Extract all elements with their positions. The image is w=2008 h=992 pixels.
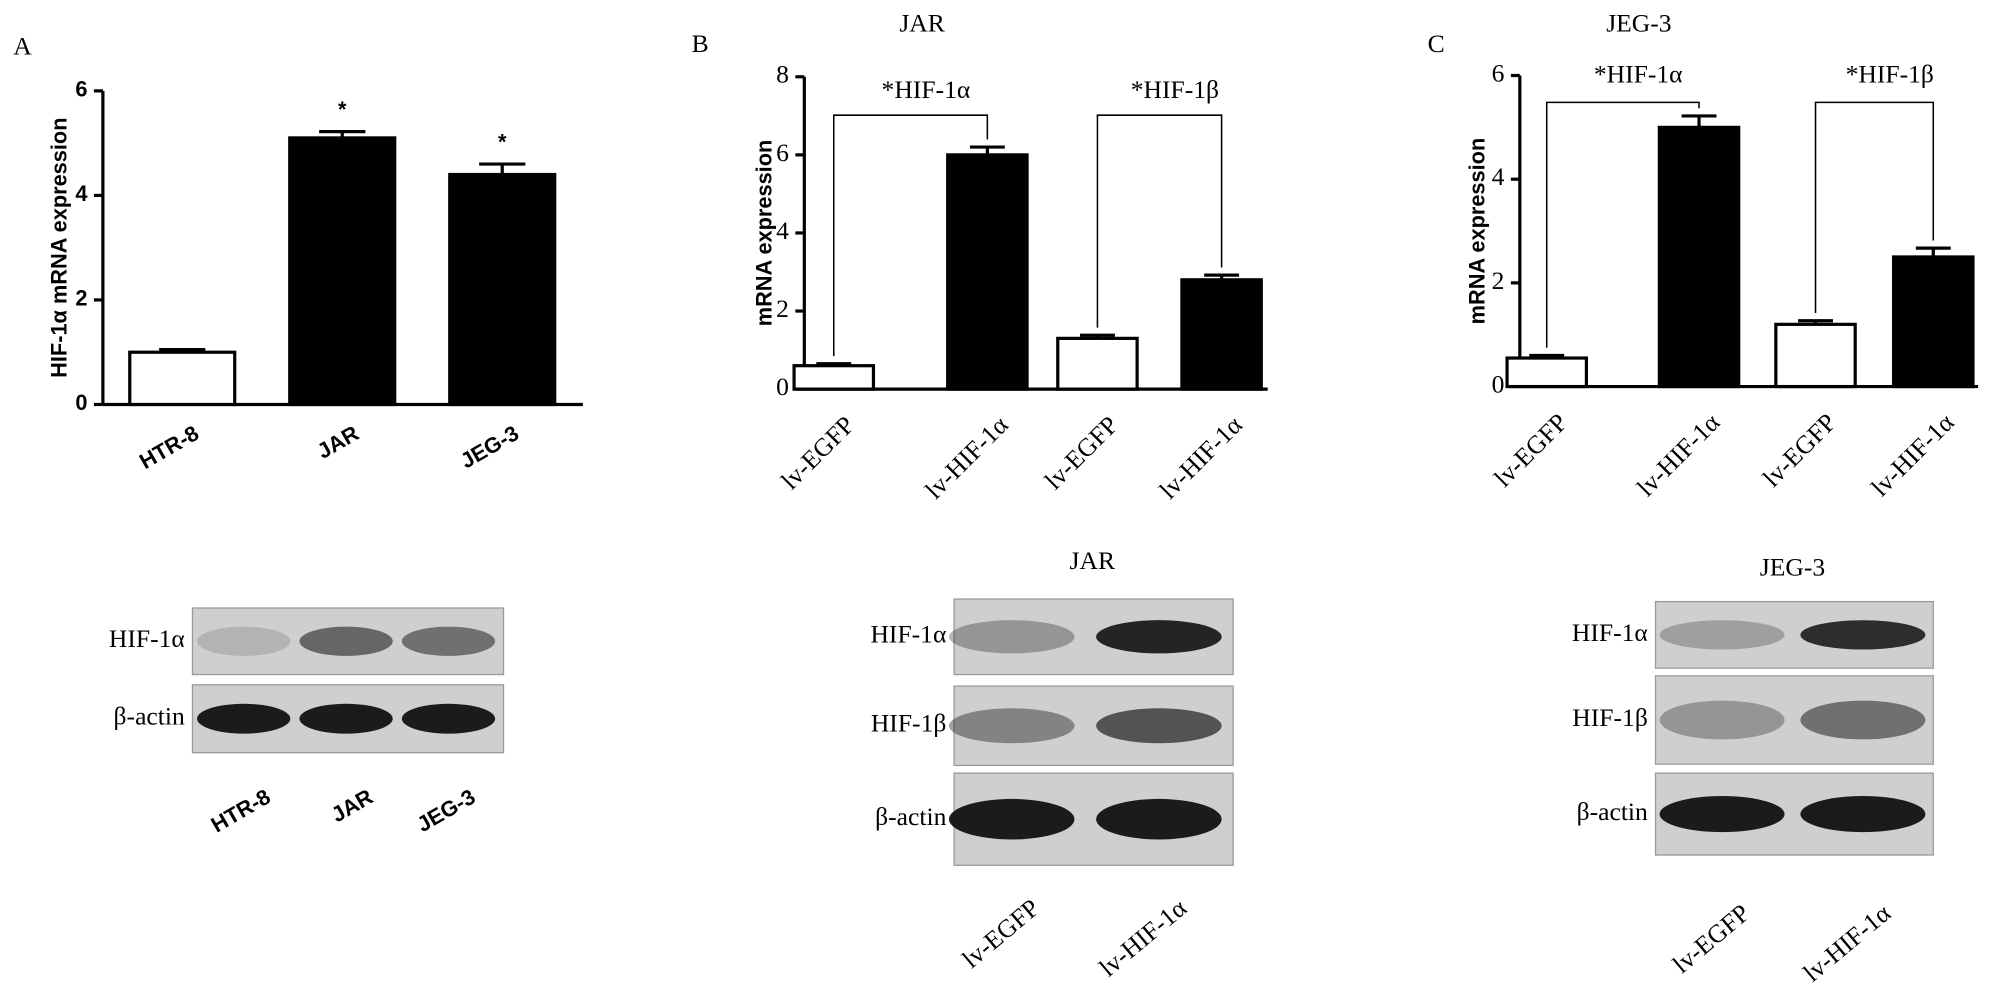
blot-lane-label: lv-HIF-1α bbox=[1094, 893, 1193, 982]
blot-band bbox=[1800, 796, 1926, 833]
y-tick-label: 4 bbox=[776, 216, 789, 245]
bar bbox=[1180, 278, 1263, 391]
panel-letter: C bbox=[1428, 29, 1445, 58]
blot-band bbox=[299, 703, 393, 734]
blot-band bbox=[299, 626, 393, 656]
blot-lane-label: JAR bbox=[327, 784, 377, 828]
y-axis-label: HIF-1α mRNA expression bbox=[46, 118, 71, 378]
blot-band bbox=[1659, 700, 1785, 740]
y-tick-label: 6 bbox=[1492, 58, 1505, 87]
blot-band bbox=[1800, 700, 1926, 740]
bracket bbox=[832, 114, 989, 357]
bar bbox=[1056, 336, 1139, 391]
blot-row-label: β-actin bbox=[875, 802, 946, 831]
bracket-label: *HIF-1α bbox=[882, 75, 971, 104]
blot-lane-label: HTR-8 bbox=[207, 784, 275, 838]
blot-band bbox=[1096, 798, 1222, 840]
x-tick-label: lv-HIF-1α bbox=[1631, 408, 1725, 502]
x-tick-label: HTR-8 bbox=[135, 420, 203, 474]
blot-row-label: HIF-1α bbox=[109, 624, 185, 653]
y-tick-label: 2 bbox=[776, 294, 789, 323]
bar bbox=[946, 153, 1029, 391]
y-axis-label: mRNA expression bbox=[752, 140, 777, 327]
significance-mark: * bbox=[338, 97, 347, 122]
bracket bbox=[1096, 114, 1223, 328]
bracket bbox=[1814, 101, 1935, 314]
blot-row-label: HIF-1β bbox=[1572, 703, 1648, 732]
bar bbox=[1505, 356, 1588, 389]
blot-row-label: β-actin bbox=[1577, 797, 1648, 826]
blot-lane-label: lv-EGFP bbox=[957, 893, 1045, 974]
x-tick-label: JAR bbox=[313, 420, 363, 464]
blot-band bbox=[1096, 620, 1222, 654]
y-tick-label: 0 bbox=[75, 390, 87, 415]
bracket-label: *HIF-1β bbox=[1846, 60, 1934, 89]
y-tick-label: 6 bbox=[776, 138, 789, 167]
x-tick-label: lv-EGFP bbox=[1039, 410, 1124, 495]
blot-band bbox=[401, 626, 496, 656]
blot-band bbox=[948, 798, 1075, 840]
bar bbox=[128, 350, 237, 407]
chart-title: JEG-3 bbox=[1606, 8, 1671, 37]
bracket-label: *HIF-1β bbox=[1131, 75, 1219, 104]
x-tick-label: lv-HIF-1α bbox=[919, 410, 1013, 504]
y-axis-label: mRNA expression bbox=[1465, 138, 1490, 325]
blot-row-label: HIF-1β bbox=[871, 709, 947, 738]
x-tick-label: JEG-3 bbox=[456, 420, 523, 473]
blot-band bbox=[197, 703, 291, 734]
panel-letter: A bbox=[13, 32, 32, 61]
x-tick-label: lv-EGFP bbox=[1488, 408, 1573, 493]
blot-band bbox=[1659, 796, 1785, 833]
y-tick-label: 8 bbox=[776, 60, 789, 89]
bracket bbox=[1545, 101, 1700, 348]
bar bbox=[1892, 255, 1975, 389]
y-tick-label: 0 bbox=[776, 372, 789, 401]
blot-strip bbox=[1654, 675, 1934, 765]
blot-band bbox=[197, 626, 291, 656]
blot-band bbox=[948, 620, 1075, 654]
x-tick-label: lv-HIF-1α bbox=[1154, 410, 1248, 504]
blot-lane-label: JEG-3 bbox=[413, 784, 480, 837]
y-tick-label: 0 bbox=[1492, 369, 1505, 398]
x-tick-label: lv-HIF-1α bbox=[1865, 408, 1959, 502]
bracket-label: *HIF-1α bbox=[1594, 60, 1683, 89]
y-tick-label: 4 bbox=[75, 181, 87, 206]
y-tick-label: 6 bbox=[75, 77, 87, 102]
blot-row-label: β-actin bbox=[114, 702, 185, 731]
y-tick-label: 4 bbox=[1492, 162, 1505, 191]
blot-title: JAR bbox=[1070, 546, 1116, 575]
blot-band bbox=[401, 703, 496, 734]
blot-row-label: HIF-1α bbox=[870, 620, 946, 649]
bar bbox=[1774, 322, 1857, 389]
x-tick-label: lv-EGFP bbox=[775, 410, 860, 495]
panel-letter: B bbox=[692, 29, 709, 58]
blot-band bbox=[1800, 620, 1926, 650]
chart-title: JAR bbox=[899, 8, 945, 37]
bar bbox=[448, 172, 557, 407]
y-tick-label: 2 bbox=[75, 286, 87, 311]
blot-band bbox=[1659, 620, 1785, 650]
blot-title: JEG-3 bbox=[1760, 552, 1825, 581]
bar bbox=[792, 364, 876, 391]
bar bbox=[1657, 125, 1741, 389]
significance-mark: * bbox=[498, 129, 507, 154]
blot-band bbox=[1096, 708, 1222, 744]
blot-lane-label: lv-EGFP bbox=[1667, 898, 1755, 979]
blot-band bbox=[948, 708, 1075, 744]
y-tick-label: 2 bbox=[1492, 266, 1505, 295]
blot-lane-label: lv-HIF-1α bbox=[1798, 898, 1897, 987]
x-tick-label: lv-EGFP bbox=[1757, 408, 1842, 493]
bar bbox=[288, 136, 397, 407]
blot-row-label: HIF-1α bbox=[1572, 618, 1648, 647]
